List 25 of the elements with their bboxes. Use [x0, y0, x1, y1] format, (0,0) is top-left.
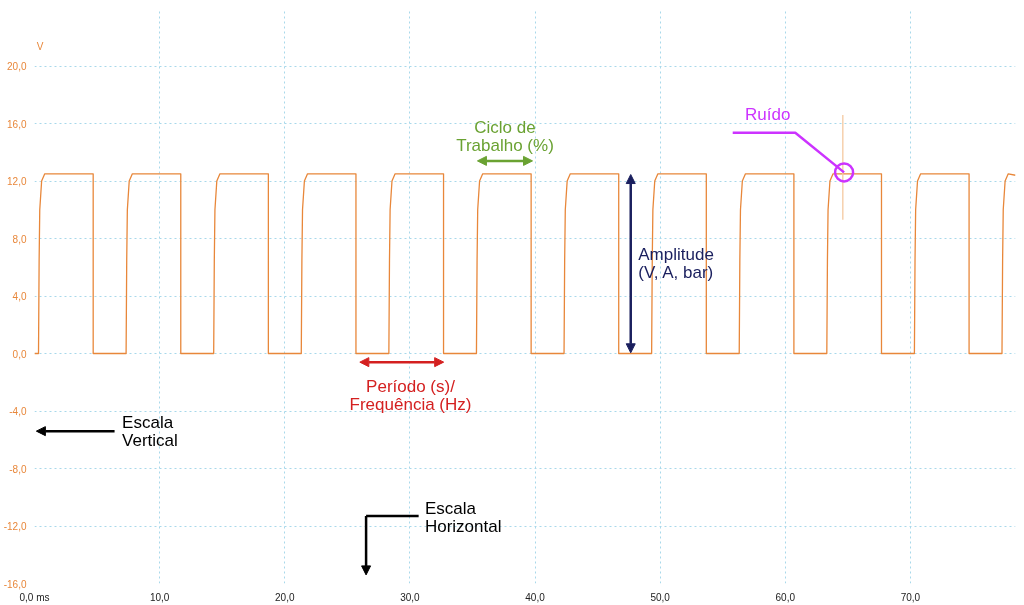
y-axis-title: V: [36, 41, 44, 52]
x-tick-label: 70,0: [900, 591, 921, 603]
x-tick-label: 10,0: [149, 591, 170, 603]
y-tick-label: 12,0: [7, 176, 27, 187]
annotation: Escala Horizontal: [424, 498, 502, 536]
y-tick-label: 20,0: [7, 61, 27, 72]
x-tick-label: 60,0: [775, 591, 796, 603]
annotation: Escala Vertical: [122, 412, 178, 450]
y-tick-label: 8,0: [12, 233, 27, 245]
y-tick-label: 4,0: [12, 291, 27, 302]
y-tick-label: 0,0: [12, 348, 27, 360]
x-tick-label: 20,0: [275, 591, 295, 603]
annotation: Ciclo de Trabalho (%): [456, 118, 554, 156]
x-tick-label: 30,0: [400, 591, 421, 603]
x-tick-label: 50,0: [650, 591, 671, 603]
x-tick-label: 0,0 ms: [19, 591, 50, 603]
y-tick-label: -16,0: [3, 578, 27, 590]
annotation: Período (s)/ Frequência (Hz): [349, 376, 472, 414]
y-tick-label: -4,0: [9, 406, 27, 417]
y-tick-label: -12,0: [3, 521, 27, 532]
x-tick-label: 40,0: [525, 591, 546, 603]
y-tick-label: 16,0: [7, 118, 27, 130]
annotation: Ruído: [745, 105, 791, 125]
y-tick-label: -8,0: [9, 463, 27, 475]
line-series: [34, 173, 1016, 355]
